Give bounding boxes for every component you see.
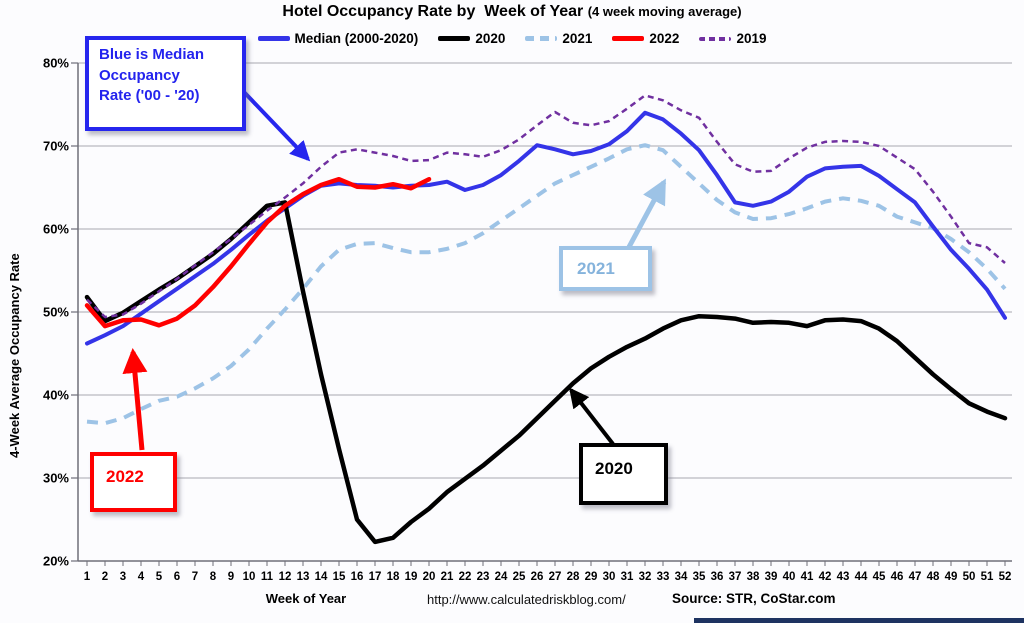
annotation-2020-label: 2020 — [579, 443, 668, 505]
x-tick-label: 51 — [981, 571, 994, 583]
y-tick-label: 20% — [43, 554, 69, 569]
chart-title: Hotel Occupancy Rate by Week of Year (4 … — [0, 3, 1024, 21]
legend-label: 2020 — [475, 31, 506, 46]
x-tick-label: 48 — [927, 571, 940, 583]
x-tick-label: 22 — [459, 571, 472, 583]
series-line-2021 — [86, 143, 1007, 426]
x-tick-label: 39 — [765, 571, 778, 583]
x-tick-label: 40 — [783, 571, 796, 583]
x-tick-label: 20 — [423, 571, 436, 583]
chart-title-subtitle: (4 week moving average) — [587, 4, 742, 19]
annotation-median-line1: Blue is Median — [99, 46, 205, 63]
legend-swatch-icon — [699, 36, 732, 41]
annotation-2022-label: 2022 — [90, 452, 177, 512]
annotation-median-line2: Occupancy — [99, 66, 180, 84]
x-tick-label: 23 — [477, 571, 490, 583]
y-tick-label: 80% — [43, 56, 69, 71]
x-tick-label: 33 — [657, 571, 670, 583]
x-tick-label: 49 — [945, 571, 958, 583]
source-url: http://www.calculatedriskblog.com/ — [427, 592, 626, 607]
y-tick-label: 30% — [43, 471, 69, 486]
legend-label: 2022 — [649, 31, 680, 46]
x-tick-label: 45 — [873, 571, 886, 583]
x-tick-label: 7 — [192, 571, 198, 583]
x-tick-label: 1 — [84, 571, 91, 583]
legend-label: 2021 — [562, 31, 593, 46]
x-tick-label: 8 — [210, 571, 217, 583]
x-tick-label: 21 — [441, 571, 454, 583]
x-tick-label: 44 — [855, 571, 868, 583]
x-tick-label: 42 — [819, 571, 832, 583]
legend-swatch-icon — [257, 36, 290, 41]
x-tick-label: 14 — [315, 571, 328, 583]
x-tick-label: 36 — [711, 571, 724, 583]
x-tick-label: 5 — [156, 571, 163, 583]
x-axis-title: Week of Year — [265, 591, 347, 606]
legend-label: 2019 — [736, 31, 767, 46]
x-tick-label: 4 — [138, 571, 145, 583]
x-tick-label: 25 — [513, 571, 526, 583]
x-tick-label: 11 — [261, 571, 274, 583]
x-tick-label: 24 — [495, 571, 508, 583]
x-tick-label: 31 — [621, 571, 634, 583]
x-tick-label: 32 — [639, 571, 652, 583]
y-tick-label: 60% — [43, 222, 69, 237]
x-tick-label: 43 — [837, 571, 850, 583]
series-line-2022 — [84, 176, 432, 329]
x-tick-label: 3 — [120, 571, 126, 583]
annotation-median-line3: Rate ('00 - '20) — [99, 87, 200, 105]
x-tick-label: 6 — [174, 571, 180, 583]
x-tick-label: 15 — [333, 571, 346, 583]
x-tick-label: 2 — [102, 571, 108, 583]
y-axis-title: 4-Week Average Occupancy Rate — [7, 253, 22, 458]
x-tick-label: 37 — [729, 571, 742, 583]
x-tick-label: 13 — [297, 571, 310, 583]
annotation-2021-label: 2021 — [559, 246, 652, 291]
y-tick-label: 50% — [43, 305, 69, 320]
legend-item-2021: 2021 — [525, 31, 592, 46]
x-tick-label: 26 — [531, 571, 544, 583]
x-tick-label: 34 — [675, 571, 688, 583]
x-tick-label: 28 — [567, 571, 580, 583]
series-line-2020 — [84, 200, 1008, 545]
legend-item-median-2000-2020-: Median (2000-2020) — [257, 31, 419, 46]
legend-swatch-icon — [438, 36, 471, 41]
x-tick-label: 46 — [891, 571, 904, 583]
x-tick-label: 18 — [387, 571, 400, 583]
x-tick-label: 30 — [603, 571, 616, 583]
x-tick-label: 47 — [909, 571, 922, 583]
x-tick-label: 19 — [405, 571, 418, 583]
annotation-arrow — [241, 89, 311, 162]
x-tick-label: 27 — [549, 571, 562, 583]
annotation-median-note: Blue is Median Occupancy Rate ('00 - '20… — [85, 36, 246, 131]
x-tick-label: 12 — [279, 571, 292, 583]
y-tick-label: 40% — [43, 388, 69, 403]
legend-swatch-icon — [612, 36, 645, 41]
annotation-arrow — [569, 387, 615, 446]
x-tick-label: 38 — [747, 571, 760, 583]
legend-item-2022: 2022 — [612, 31, 679, 46]
window-edge-bar — [694, 618, 1024, 623]
x-tick-label: 35 — [693, 571, 706, 583]
legend-swatch-icon — [525, 36, 558, 41]
y-tick-label: 70% — [43, 139, 69, 154]
x-tick-label: 50 — [963, 571, 976, 583]
chart-legend: Median (2000-2020) 2020 2021 2022 2019 — [0, 31, 1024, 46]
x-tick-label: 10 — [243, 571, 256, 583]
legend-item-2019: 2019 — [699, 31, 767, 46]
annotation-arrow — [626, 178, 667, 249]
x-tick-label: 9 — [228, 571, 234, 583]
x-tick-label: 17 — [369, 571, 382, 583]
legend-item-2020: 2020 — [438, 31, 505, 46]
x-tick-label: 52 — [999, 571, 1012, 583]
data-source-credit: Source: STR, CoStar.com — [672, 591, 836, 606]
x-tick-label: 29 — [585, 571, 598, 583]
series-line-median-2000-2020- — [85, 110, 1007, 346]
x-tick-label: 16 — [351, 571, 364, 583]
x-tick-label: 41 — [801, 571, 814, 583]
chart-title-main: Hotel Occupancy Rate by Week of Year — [282, 3, 588, 20]
annotation-arrow — [122, 348, 148, 451]
legend-label: Median (2000-2020) — [294, 31, 419, 46]
